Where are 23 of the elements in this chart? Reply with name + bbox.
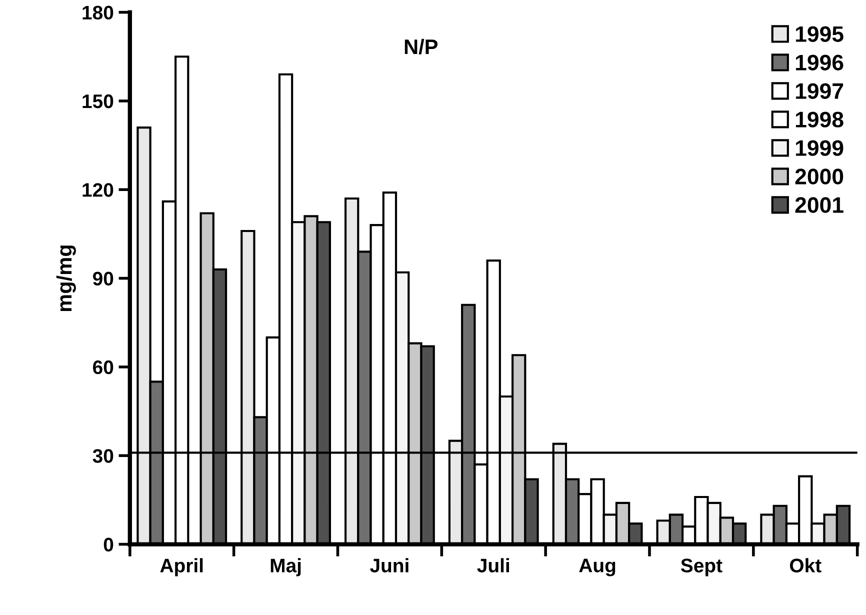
y-tick-label: 60 [93, 360, 114, 374]
y-tick-label: 0 [104, 538, 114, 552]
x-tick-label: Aug [579, 558, 616, 576]
x-tick-label: Sept [680, 558, 722, 576]
legend-label: 1998 [796, 112, 844, 128]
x-tick-label: Juli [477, 558, 509, 572]
x-tick-label: Maj [270, 558, 301, 576]
y-tick-label: 90 [92, 272, 114, 286]
y-tick-label: 150 [82, 94, 114, 108]
x-tick-label: April [160, 558, 203, 576]
x-tick-label: Okt [790, 558, 822, 572]
legend-label: 1999 [796, 140, 844, 156]
legend-label: 2000 [795, 168, 844, 184]
text: N/P [404, 38, 438, 54]
legend-label: 2001 [795, 197, 844, 213]
y-tick-label: 30 [92, 449, 114, 463]
legend-label: 1996 [796, 54, 844, 70]
legend-label: 1995 [796, 26, 844, 42]
y-axis-title: mg/mg [56, 246, 76, 312]
y-tick-label: 180 [82, 6, 114, 20]
legend-label: 1997 [796, 83, 844, 99]
y-tick-label: 120 [82, 183, 114, 197]
x-tick-label: Juni [370, 558, 408, 572]
